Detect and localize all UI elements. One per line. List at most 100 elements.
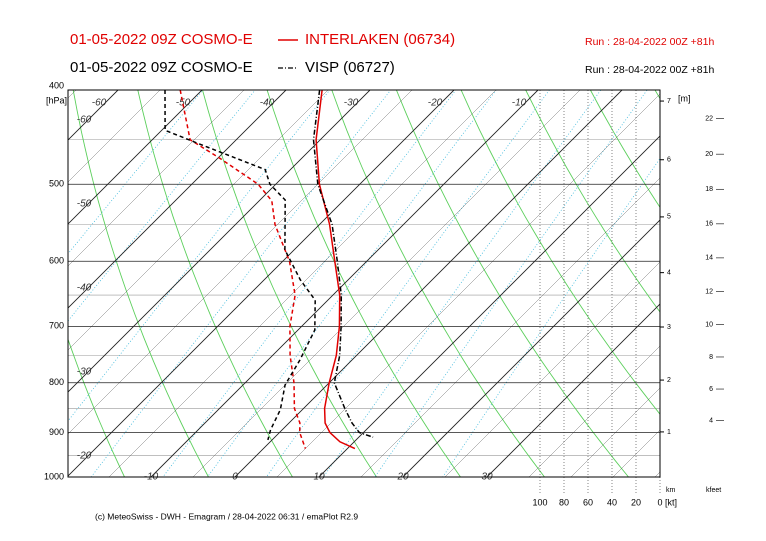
wind-unit: [kt] bbox=[665, 497, 677, 507]
y-tick-label: 1000 bbox=[44, 471, 64, 481]
kfeet-tick-label: 22 bbox=[705, 115, 713, 122]
run-info: Run : 28-04-2022 00Z +81h bbox=[585, 64, 714, 76]
kfeet-tick-label: 18 bbox=[705, 186, 713, 193]
kfeet-tick-label: 12 bbox=[705, 288, 713, 295]
kfeet-tick-label: 14 bbox=[705, 255, 713, 262]
isotherm bbox=[68, 90, 203, 225]
dry-adiabat bbox=[137, 90, 294, 477]
isotherm bbox=[276, 93, 660, 477]
dry-adiabat bbox=[654, 90, 660, 100]
run-info: Run : 28-04-2022 00Z +81h bbox=[585, 36, 714, 48]
wind-tick-label: 80 bbox=[559, 497, 569, 507]
model-title: 01-05-2022 09Z COSMO-E bbox=[70, 59, 253, 76]
y-unit: [hPa] bbox=[46, 95, 67, 105]
plot-frame bbox=[67, 89, 661, 478]
temperature-line bbox=[312, 89, 374, 438]
isotherm bbox=[570, 387, 660, 477]
temperature-label: -20 bbox=[77, 451, 92, 462]
isotherm bbox=[192, 90, 581, 477]
isotherm-grid bbox=[68, 90, 371, 393]
km-tick-label: 4 bbox=[667, 269, 671, 276]
isotherm bbox=[612, 429, 660, 477]
isotherm-grid bbox=[68, 90, 203, 225]
wind-tick-label: 100 bbox=[532, 497, 547, 507]
isotherm bbox=[0, 90, 34, 477]
kfeet-tick-label: 8 bbox=[709, 354, 713, 361]
kfeet-tick-label: 4 bbox=[709, 417, 713, 424]
wind-tick-label: 40 bbox=[607, 497, 617, 507]
kfeet-tick-label: 6 bbox=[709, 386, 713, 393]
dewpoint-line bbox=[164, 89, 316, 441]
model-title: 01-05-2022 09Z COSMO-E bbox=[70, 31, 253, 48]
isotherm bbox=[68, 90, 371, 393]
isotherm bbox=[697, 90, 766, 477]
wind-tick-label: 60 bbox=[583, 497, 593, 507]
temperature-label: -50 bbox=[176, 98, 191, 109]
km-tick-label: 7 bbox=[667, 98, 671, 105]
background-lines bbox=[0, 68, 766, 485]
dry-adiabat bbox=[589, 90, 660, 209]
mixing-ratio-line bbox=[206, 90, 497, 477]
isotherm bbox=[68, 90, 161, 183]
isotherm-grid bbox=[150, 90, 539, 477]
temperature-label: -30 bbox=[77, 367, 92, 378]
height-unit: [m] bbox=[678, 93, 691, 103]
isotherm-grid bbox=[234, 90, 623, 477]
isotherm bbox=[739, 90, 766, 477]
dry-adiabat bbox=[331, 90, 546, 477]
y-tick-label: 400 bbox=[49, 80, 64, 90]
temperature-label: -40 bbox=[77, 283, 92, 294]
isotherm bbox=[68, 90, 119, 141]
mixing-ratio-line bbox=[90, 90, 392, 477]
temperature-label: -20 bbox=[428, 98, 443, 109]
temperature-label: -50 bbox=[77, 199, 92, 210]
temperature-label: -40 bbox=[260, 98, 275, 109]
dry-adiabat bbox=[707, 68, 766, 485]
isotherm-grid bbox=[68, 90, 119, 141]
kfeet-tick-label: 10 bbox=[705, 321, 713, 328]
km-tick-label: 3 bbox=[667, 324, 671, 331]
y-tick-label: 600 bbox=[49, 256, 64, 266]
isotherm bbox=[360, 177, 660, 477]
mixing-ratio-line bbox=[68, 90, 331, 422]
y-tick-label: 800 bbox=[49, 377, 64, 387]
height-label: km bbox=[666, 487, 676, 494]
isotherm bbox=[68, 90, 329, 351]
legend-name: INTERLAKEN (06734) bbox=[305, 31, 455, 48]
isotherm bbox=[68, 90, 287, 309]
y-tick-label: 700 bbox=[49, 321, 64, 331]
dry-adiabat bbox=[68, 338, 126, 477]
kfeet-tick-label: 16 bbox=[705, 221, 713, 228]
isotherm bbox=[68, 90, 413, 435]
km-tick-label: 2 bbox=[667, 377, 671, 384]
mixing-ratio-line bbox=[68, 90, 204, 255]
mixing-ratio-line bbox=[374, 90, 648, 477]
isotherm bbox=[108, 90, 497, 477]
km-tick-label: 1 bbox=[667, 429, 671, 436]
foreground: -60-60-50-50-40-40-30-30-20-20-10-10 0 10 2… bbox=[44, 80, 724, 507]
isotherm bbox=[444, 261, 660, 477]
wind-tick-label: 0 bbox=[657, 497, 662, 507]
mixing-ratio-line bbox=[265, 90, 550, 477]
km-tick-label: 5 bbox=[667, 214, 671, 221]
mixing-ratio-line bbox=[322, 90, 602, 477]
temperature-label: -30 bbox=[344, 98, 359, 109]
wind-tick-label: 20 bbox=[631, 497, 641, 507]
km-tick-label: 6 bbox=[667, 157, 671, 164]
y-tick-label: 500 bbox=[49, 179, 64, 189]
temperature-label: -10 bbox=[512, 98, 527, 109]
dewpoint-line bbox=[179, 89, 307, 449]
isotherm-grid bbox=[486, 303, 660, 477]
footer: (c) MeteoSwiss - DWH - Emagram / 28-04-2… bbox=[95, 511, 358, 521]
legend-name: VISP (06727) bbox=[305, 59, 395, 76]
temperature-label: -60 bbox=[92, 98, 107, 109]
isotherm bbox=[68, 90, 77, 99]
dry-adiabat bbox=[395, 90, 630, 477]
isotherm-grid bbox=[68, 90, 287, 309]
kfeet-label: kfeet bbox=[706, 487, 721, 494]
mixing-ratio-line bbox=[68, 90, 256, 322]
y-tick-label: 900 bbox=[49, 427, 64, 437]
kfeet-tick-label: 20 bbox=[705, 151, 713, 158]
isotherm-grid bbox=[402, 219, 660, 477]
